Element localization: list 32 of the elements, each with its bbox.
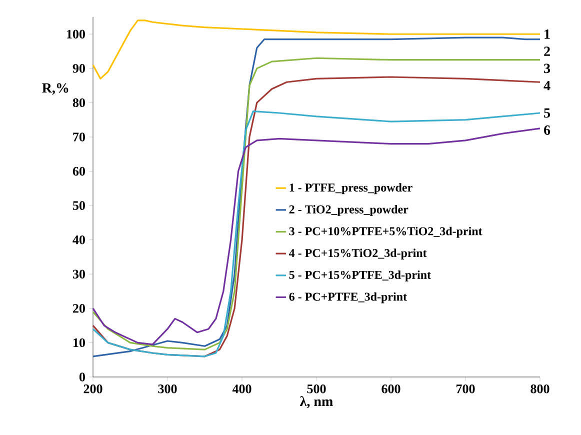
y-tick-label: 60 — [72, 166, 85, 176]
y-tick-label: 80 — [72, 98, 85, 108]
x-tick-label: 300 — [158, 384, 177, 394]
text: 6 — [544, 125, 550, 135]
y-axis-title: R,% — [42, 83, 68, 95]
y-tick-label: 90 — [72, 64, 85, 73]
text: 1 — [544, 30, 550, 39]
legend-label: 5 - PC+15%PTFE_3d-print — [289, 270, 431, 282]
text: 3 — [544, 64, 550, 74]
y-tick-label: 70 — [73, 132, 85, 142]
legend-label: 3 - PC+10%PTFE+5%TiO2_3d-print — [289, 226, 482, 238]
text: 5 — [544, 108, 550, 118]
x-tick-label: 500 — [307, 384, 326, 394]
x-tick-label: 400 — [232, 384, 252, 394]
legend-label: 1 - PTFE_press_powder — [290, 183, 412, 194]
text: 2 — [544, 46, 550, 56]
y-tick-label: 100 — [67, 30, 85, 39]
legend-label: 4 - PC+15%TiO2_3d-print — [289, 248, 427, 260]
y-tick-label: 10 — [74, 338, 85, 348]
legend-label: 2 - TiO2_press_powder — [289, 205, 408, 216]
y-tick-label: 20 — [73, 304, 85, 313]
y-tick-label: 40 — [72, 235, 85, 244]
legend-label: 6 - PC+PTFE_3d-print — [289, 292, 407, 304]
text: 4 — [544, 80, 550, 90]
x-tick-label: 200 — [84, 384, 102, 394]
y-tick-label: 50 — [72, 201, 85, 210]
x-axis-title: λ, nm — [300, 396, 333, 408]
x-tick-label: 800 — [530, 384, 550, 394]
x-tick-label: 700 — [456, 384, 475, 394]
y-tick-label: 30 — [72, 270, 85, 279]
x-tick-label: 600 — [382, 384, 400, 394]
y-tick-label: 0 — [79, 372, 85, 382]
